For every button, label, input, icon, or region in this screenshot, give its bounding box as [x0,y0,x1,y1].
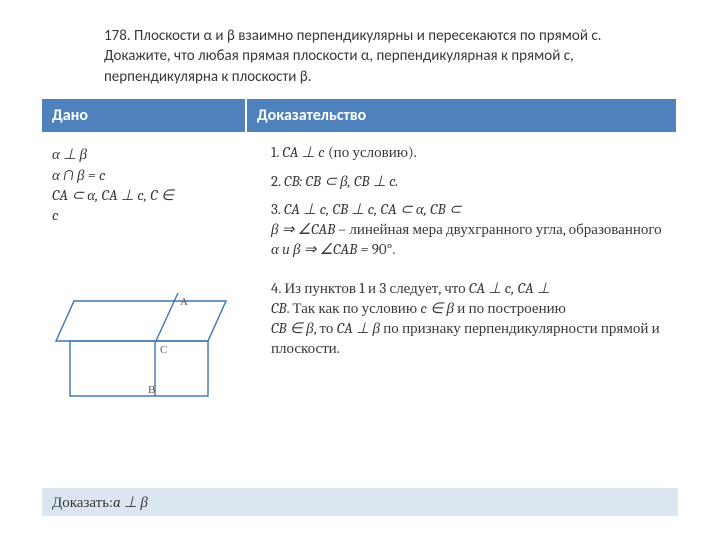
step3-num: 3. [271,200,284,218]
plane-beta [70,341,208,396]
prove-label: Доказать: [52,492,113,512]
proof-step-4: 4. Из пунктов 1 и 3 следует, что CA ⊥ c,… [271,278,664,359]
prove-math: a ⊥ β [113,492,148,512]
step3-m3: α и β ⇒ ∠CAB = [271,240,372,258]
given-cell: α ⊥ β α ∩ β = c CA ⊂ α, CA ⊥ c, C ∈ c A … [42,132,247,426]
step4-pre: 4. Из пунктов 1 и 3 следует, что [271,279,469,297]
proof-step-1: 1. CA ⊥ c (по условию). [271,142,664,162]
proof-cell: 1. CA ⊥ c (по условию). 2. CB: CB ⊂ β, C… [247,132,678,426]
given-list: α ⊥ β α ∩ β = c CA ⊂ α, CA ⊥ c, C ∈ c [52,144,237,225]
given-line-1: α ⊥ β [52,145,87,163]
step3-m2: β ⇒ ∠CAB [271,220,335,238]
problem-statement: 178. Плоскости α и β взаимно перпендикул… [104,26,660,87]
step3-m1: CA ⊥ c, CB ⊥ c, CA ⊂ α, CB ⊂ [284,200,462,218]
step1-post: (по условию). [325,143,417,161]
step1-num: 1. [271,143,282,161]
proof-step-3: 3. CA ⊥ c, CB ⊥ c, CA ⊂ α, CB ⊂ β ⇒ ∠CAB… [271,199,664,260]
step4-t2: . Так как по условию [286,299,420,317]
step4-m1: CA ⊥ c, CA ⊥ [469,279,550,297]
step3-deg: 90°. [372,240,396,258]
step2-math: CB: CB ⊂ β, CB ⊥ c. [284,172,398,190]
given-line-4: c [52,206,59,224]
given-line-2: α ∩ β = c [52,166,106,184]
proof-step-2: 2. CB: CB ⊂ β, CB ⊥ c. [271,171,664,191]
col-header-proof: Доказательство [247,99,678,133]
proof-table: Дано Доказательство α ⊥ β α ∩ β = c CA ⊂… [42,99,678,427]
to-prove-row: Доказать: a ⊥ β [42,488,678,516]
plane-alpha [56,301,226,341]
page: 178. Плоскости α и β взаимно перпендикул… [0,0,720,540]
step3-t1: – линейная мера двухгранного угла, образ… [335,220,661,238]
step2-num: 2. [271,172,284,190]
col-header-given: Дано [42,99,247,133]
step4-t3: и по построению [454,299,566,317]
step1-math: CA ⊥ c [282,143,324,161]
step4-t4: , то [314,319,337,337]
diagram-label-a: A [180,295,188,310]
diagram-svg [52,283,232,418]
step4-m5: CA ⊥ β [337,319,380,337]
step4-m3: c ∈ β [420,299,454,317]
given-line-3: CA ⊂ α, CA ⊥ c, C ∈ [52,186,174,204]
geometry-diagram: A C B [52,283,232,418]
step4-m2: CB [271,299,286,317]
diagram-label-c: C [160,343,167,358]
diagram-label-b: B [148,383,155,398]
step4-m4: CB ∈ β [271,319,314,337]
